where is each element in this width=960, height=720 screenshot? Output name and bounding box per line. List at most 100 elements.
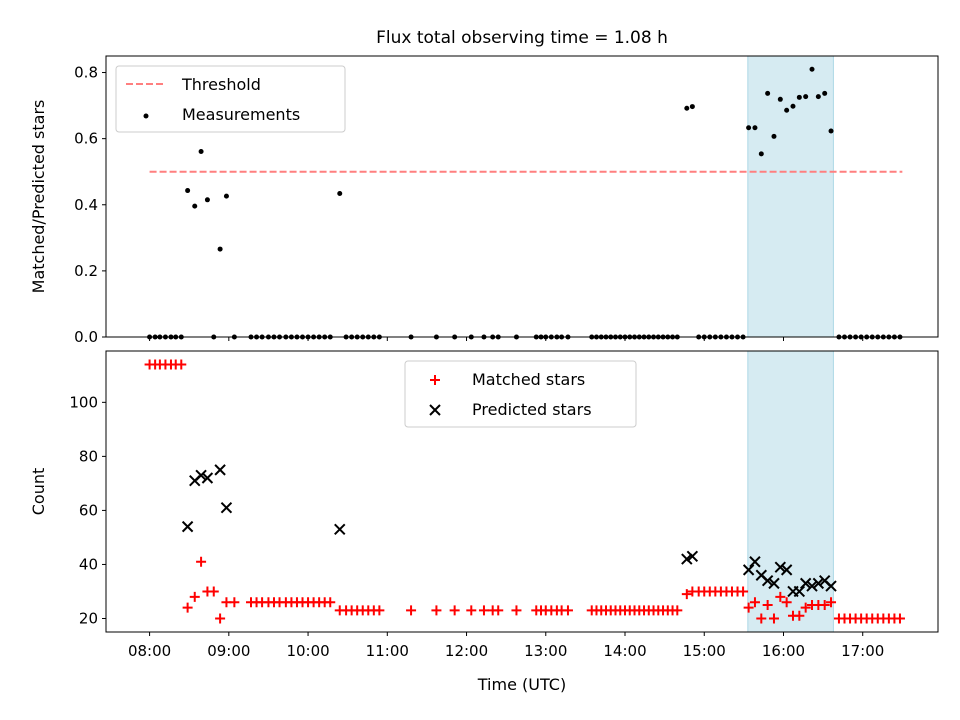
matched-point bbox=[756, 613, 767, 624]
measurement-point bbox=[192, 203, 198, 209]
matched-point bbox=[176, 359, 187, 370]
chart-title: Flux total observing time = 1.08 h bbox=[376, 28, 668, 48]
measurement-point bbox=[771, 133, 777, 139]
bottom-xtick-label: 13:00 bbox=[524, 642, 567, 660]
matched-point bbox=[562, 605, 573, 616]
matched-point bbox=[775, 591, 786, 602]
predicted-point bbox=[806, 580, 818, 592]
predicted-point bbox=[812, 577, 825, 590]
measurement-point bbox=[684, 105, 690, 111]
legend-predicted-label: Predicted stars bbox=[472, 400, 592, 419]
matched-point bbox=[208, 586, 219, 597]
measurement-point bbox=[217, 246, 223, 252]
matched-point bbox=[196, 556, 207, 567]
top-ytick-label: 0.6 bbox=[74, 130, 98, 148]
bottom-xtick-label: 15:00 bbox=[683, 642, 726, 660]
top-highlight-span bbox=[747, 55, 834, 338]
matched-point bbox=[374, 605, 385, 616]
matched-point bbox=[215, 613, 226, 624]
bottom-ytick-label: 100 bbox=[69, 393, 98, 411]
measurement-point bbox=[809, 66, 815, 72]
matched-point bbox=[189, 591, 200, 602]
bottom-xtick-label: 10:00 bbox=[286, 642, 329, 660]
top-ytick-label: 0.0 bbox=[74, 328, 98, 346]
matched-point bbox=[229, 597, 240, 608]
measurement-point bbox=[689, 104, 695, 110]
matched-point bbox=[672, 605, 683, 616]
top-ytick-label: 0.4 bbox=[74, 196, 98, 214]
measurement-point bbox=[803, 94, 809, 100]
predicted-point bbox=[780, 564, 793, 576]
bottom-axes-frame bbox=[105, 350, 939, 633]
matched-point bbox=[511, 605, 522, 616]
bottom-ytick-label: 80 bbox=[79, 447, 98, 465]
matched-point bbox=[800, 602, 811, 613]
measurement-point bbox=[185, 188, 191, 194]
legend-predicted-swatch bbox=[429, 404, 441, 416]
predicted-point bbox=[181, 520, 194, 533]
measurement-point bbox=[784, 107, 790, 113]
matched-point bbox=[743, 602, 754, 613]
bottom-xtick-label: 09:00 bbox=[207, 642, 250, 660]
legend-box bbox=[404, 360, 637, 428]
measurement-point bbox=[777, 96, 783, 102]
measurement-point bbox=[752, 125, 758, 131]
matched-point bbox=[466, 605, 477, 616]
matched-point bbox=[478, 605, 489, 616]
bottom-xtick-label: 14:00 bbox=[603, 642, 646, 660]
matched-point bbox=[325, 597, 336, 608]
bottom-legend: Matched stars Predicted stars bbox=[404, 360, 637, 428]
legend-box bbox=[115, 65, 346, 133]
measurement-point bbox=[746, 125, 752, 131]
matched-point bbox=[681, 589, 692, 600]
predicted-point bbox=[220, 502, 233, 514]
predicted-point bbox=[201, 472, 214, 484]
bottom-xtick-label: 08:00 bbox=[128, 642, 171, 660]
matched-point bbox=[826, 597, 837, 608]
predicted-point bbox=[195, 469, 207, 481]
matched-point bbox=[749, 597, 760, 608]
predicted-point bbox=[749, 556, 761, 568]
matched-point bbox=[819, 599, 830, 610]
matched-point bbox=[762, 599, 773, 610]
top-axes-frame bbox=[105, 55, 939, 338]
predicted-point bbox=[768, 577, 780, 590]
bottom-panel: 20 40 60 80 100 08:00 09:00 10:00 11:00 12:00 13:0… bbox=[29, 350, 939, 694]
legend-measurements-label: Measurements bbox=[182, 105, 300, 124]
measurement-point bbox=[790, 103, 796, 109]
bottom-series-predicted-stars bbox=[181, 464, 837, 598]
legend-matched-swatch bbox=[430, 375, 440, 385]
matched-point bbox=[449, 605, 460, 616]
bottom-series-matched-stars bbox=[144, 359, 905, 624]
bottom-ylabel: Count bbox=[29, 468, 48, 516]
top-panel: 0.0 0.2 0.4 0.6 0.8 Matched/Predicted stars Th… bbox=[29, 55, 939, 346]
predicted-point bbox=[686, 550, 699, 563]
bottom-xlabel: Time (UTC) bbox=[477, 675, 566, 694]
bottom-xtick-label: 12:00 bbox=[445, 642, 488, 660]
measurement-point bbox=[204, 197, 210, 203]
measurement-point bbox=[337, 191, 343, 197]
top-ytick-label: 0.8 bbox=[74, 64, 98, 82]
top-ylabel: Matched/Predicted stars bbox=[29, 100, 48, 294]
matched-point bbox=[794, 610, 805, 621]
matched-point bbox=[894, 613, 905, 624]
predicted-point bbox=[774, 561, 787, 573]
predicted-point bbox=[334, 523, 346, 536]
measurement-point bbox=[765, 90, 771, 96]
matched-point bbox=[182, 602, 193, 613]
predicted-point bbox=[742, 564, 755, 576]
matched-point bbox=[781, 597, 792, 608]
predicted-point bbox=[681, 553, 693, 565]
measurement-point bbox=[822, 90, 828, 96]
top-ytick-label: 0.2 bbox=[74, 262, 98, 280]
matched-point bbox=[493, 605, 504, 616]
predicted-point bbox=[761, 574, 774, 587]
bottom-xtick-label: 17:00 bbox=[841, 642, 884, 660]
measurement-point bbox=[198, 149, 204, 155]
predicted-point bbox=[793, 585, 806, 598]
matched-point bbox=[406, 605, 417, 616]
matched-point bbox=[738, 586, 749, 597]
bottom-ytick-label: 60 bbox=[79, 501, 98, 519]
predicted-point bbox=[799, 577, 812, 590]
